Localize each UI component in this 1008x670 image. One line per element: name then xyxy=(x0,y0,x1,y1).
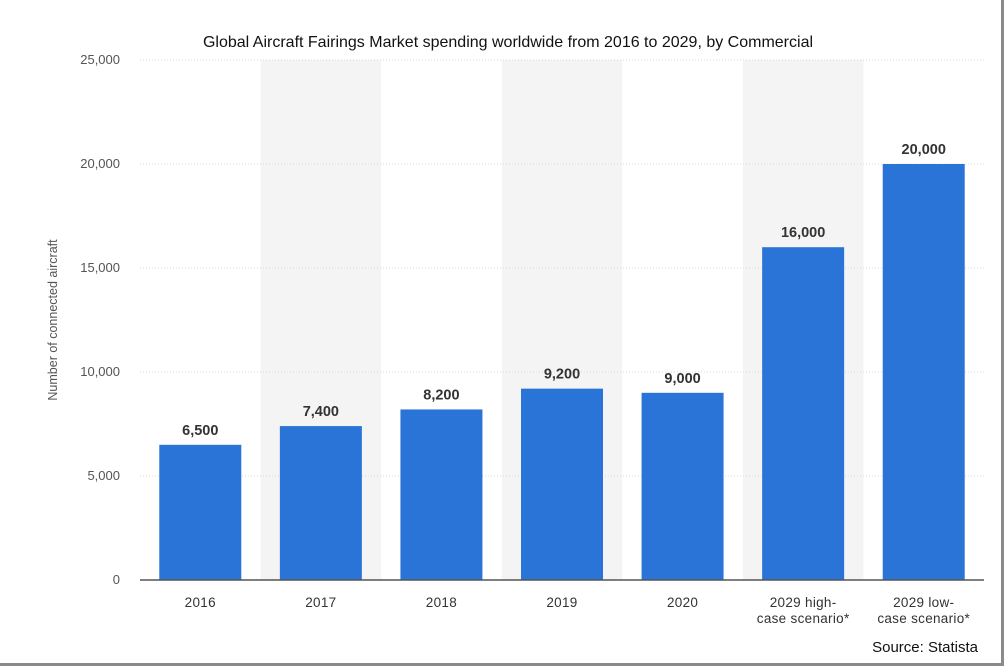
bar xyxy=(159,444,242,580)
data-label: 20,000 xyxy=(902,142,946,158)
data-label: 7,400 xyxy=(303,404,339,420)
y-axis-ticks: 0 5,000 10,000 15,000 20,000 25,000 xyxy=(80,52,120,587)
data-label: 8,200 xyxy=(423,387,459,403)
x-tick-label: 2029 high- xyxy=(770,595,837,610)
y-axis-label: Number of connected aircraft xyxy=(46,239,60,401)
y-tick-label: 15,000 xyxy=(80,260,120,275)
x-tick-label: 2018 xyxy=(426,595,457,610)
data-label: 9,000 xyxy=(664,371,700,387)
y-tick-label: 0 xyxy=(113,572,120,587)
data-labels: 6,500 7,400 8,200 9,200 9,000 16,000 20,000 xyxy=(182,142,946,439)
data-label: 6,500 xyxy=(182,423,218,439)
y-tick-label: 10,000 xyxy=(80,364,120,379)
x-tick-label: case scenario* xyxy=(757,611,850,626)
x-tick-label: 2029 low- xyxy=(893,595,954,610)
bar xyxy=(882,164,965,580)
bar xyxy=(641,392,724,580)
bar xyxy=(400,409,483,580)
data-label: 16,000 xyxy=(781,225,825,241)
x-tick-label: 2019 xyxy=(546,595,577,610)
data-label: 9,200 xyxy=(544,367,580,383)
bar xyxy=(279,426,362,580)
y-tick-label: 5,000 xyxy=(87,468,120,483)
bars xyxy=(159,164,965,580)
y-tick-label: 20,000 xyxy=(80,156,120,171)
y-tick-label: 25,000 xyxy=(80,52,120,67)
x-tick-label: 2017 xyxy=(305,595,336,610)
x-tick-label: 2020 xyxy=(667,595,698,610)
bar xyxy=(521,388,603,580)
source-credit: Source: Statista xyxy=(872,639,979,656)
x-tick-label: case scenario* xyxy=(877,611,970,626)
x-tick-label: 2016 xyxy=(185,595,216,610)
bar xyxy=(762,247,845,580)
chart-title: Global Aircraft Fairings Market spending… xyxy=(203,34,813,51)
x-axis-ticks: 2016 2017 2018 2019 2020 2029 high-case scena… xyxy=(185,595,971,626)
